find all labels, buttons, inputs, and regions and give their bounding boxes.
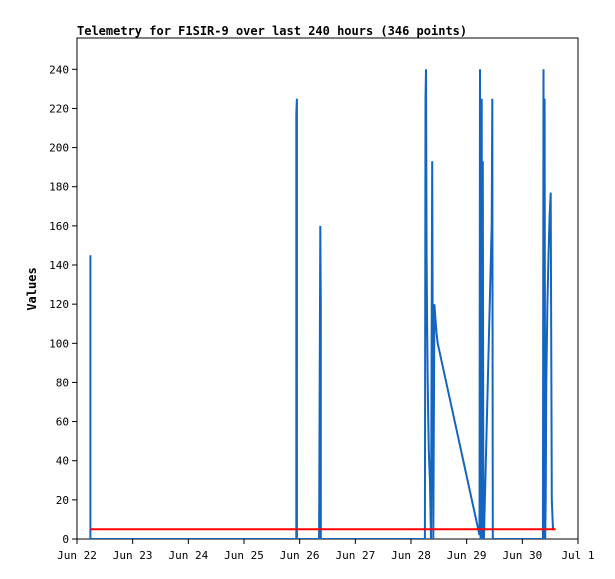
y-tick-label: 160 [49, 220, 69, 233]
x-tick-label: Jun 29 [447, 549, 487, 562]
x-tick-label: Jun 23 [113, 549, 153, 562]
y-tick-label: 100 [49, 337, 69, 350]
x-tick-label: Jun 25 [224, 549, 264, 562]
y-tick-label: 220 [49, 102, 69, 115]
y-tick-label: 180 [49, 181, 69, 194]
x-tick-label: Jun 27 [335, 549, 375, 562]
y-tick-label: 120 [49, 298, 69, 311]
series-line-1 [89, 69, 554, 539]
x-tick-label: Jun 28 [391, 549, 431, 562]
y-tick-label: 20 [56, 494, 69, 507]
y-axis: 0 20 40 60 80 100 120 140 160 180 200 220 240 [49, 63, 77, 546]
y-tick-label: 60 [56, 416, 69, 429]
x-tick-label: Jul 1 [561, 549, 594, 562]
y-tick-label: 240 [49, 63, 69, 76]
x-tick-label: Jun 30 [502, 549, 542, 562]
y-axis-label: Values [25, 267, 39, 310]
plot-frame [76, 37, 579, 540]
x-tick-label: Jun 26 [280, 549, 320, 562]
y-tick-label: 0 [62, 533, 69, 546]
y-tick-label: 200 [49, 142, 69, 155]
x-axis: Jun 22 Jun 23 Jun 24 Jun 25 Jun 26 Jun 27 Jun … [57, 539, 595, 562]
chart-title: Telemetry for F1SIR-9 over last 240 hour… [77, 24, 467, 38]
y-tick-label: 140 [49, 259, 69, 272]
series-group [89, 69, 556, 539]
x-tick-label: Jun 24 [168, 549, 208, 562]
x-tick-label: Jun 22 [57, 549, 97, 562]
y-tick-label: 40 [56, 455, 69, 468]
y-tick-label: 80 [56, 376, 69, 389]
